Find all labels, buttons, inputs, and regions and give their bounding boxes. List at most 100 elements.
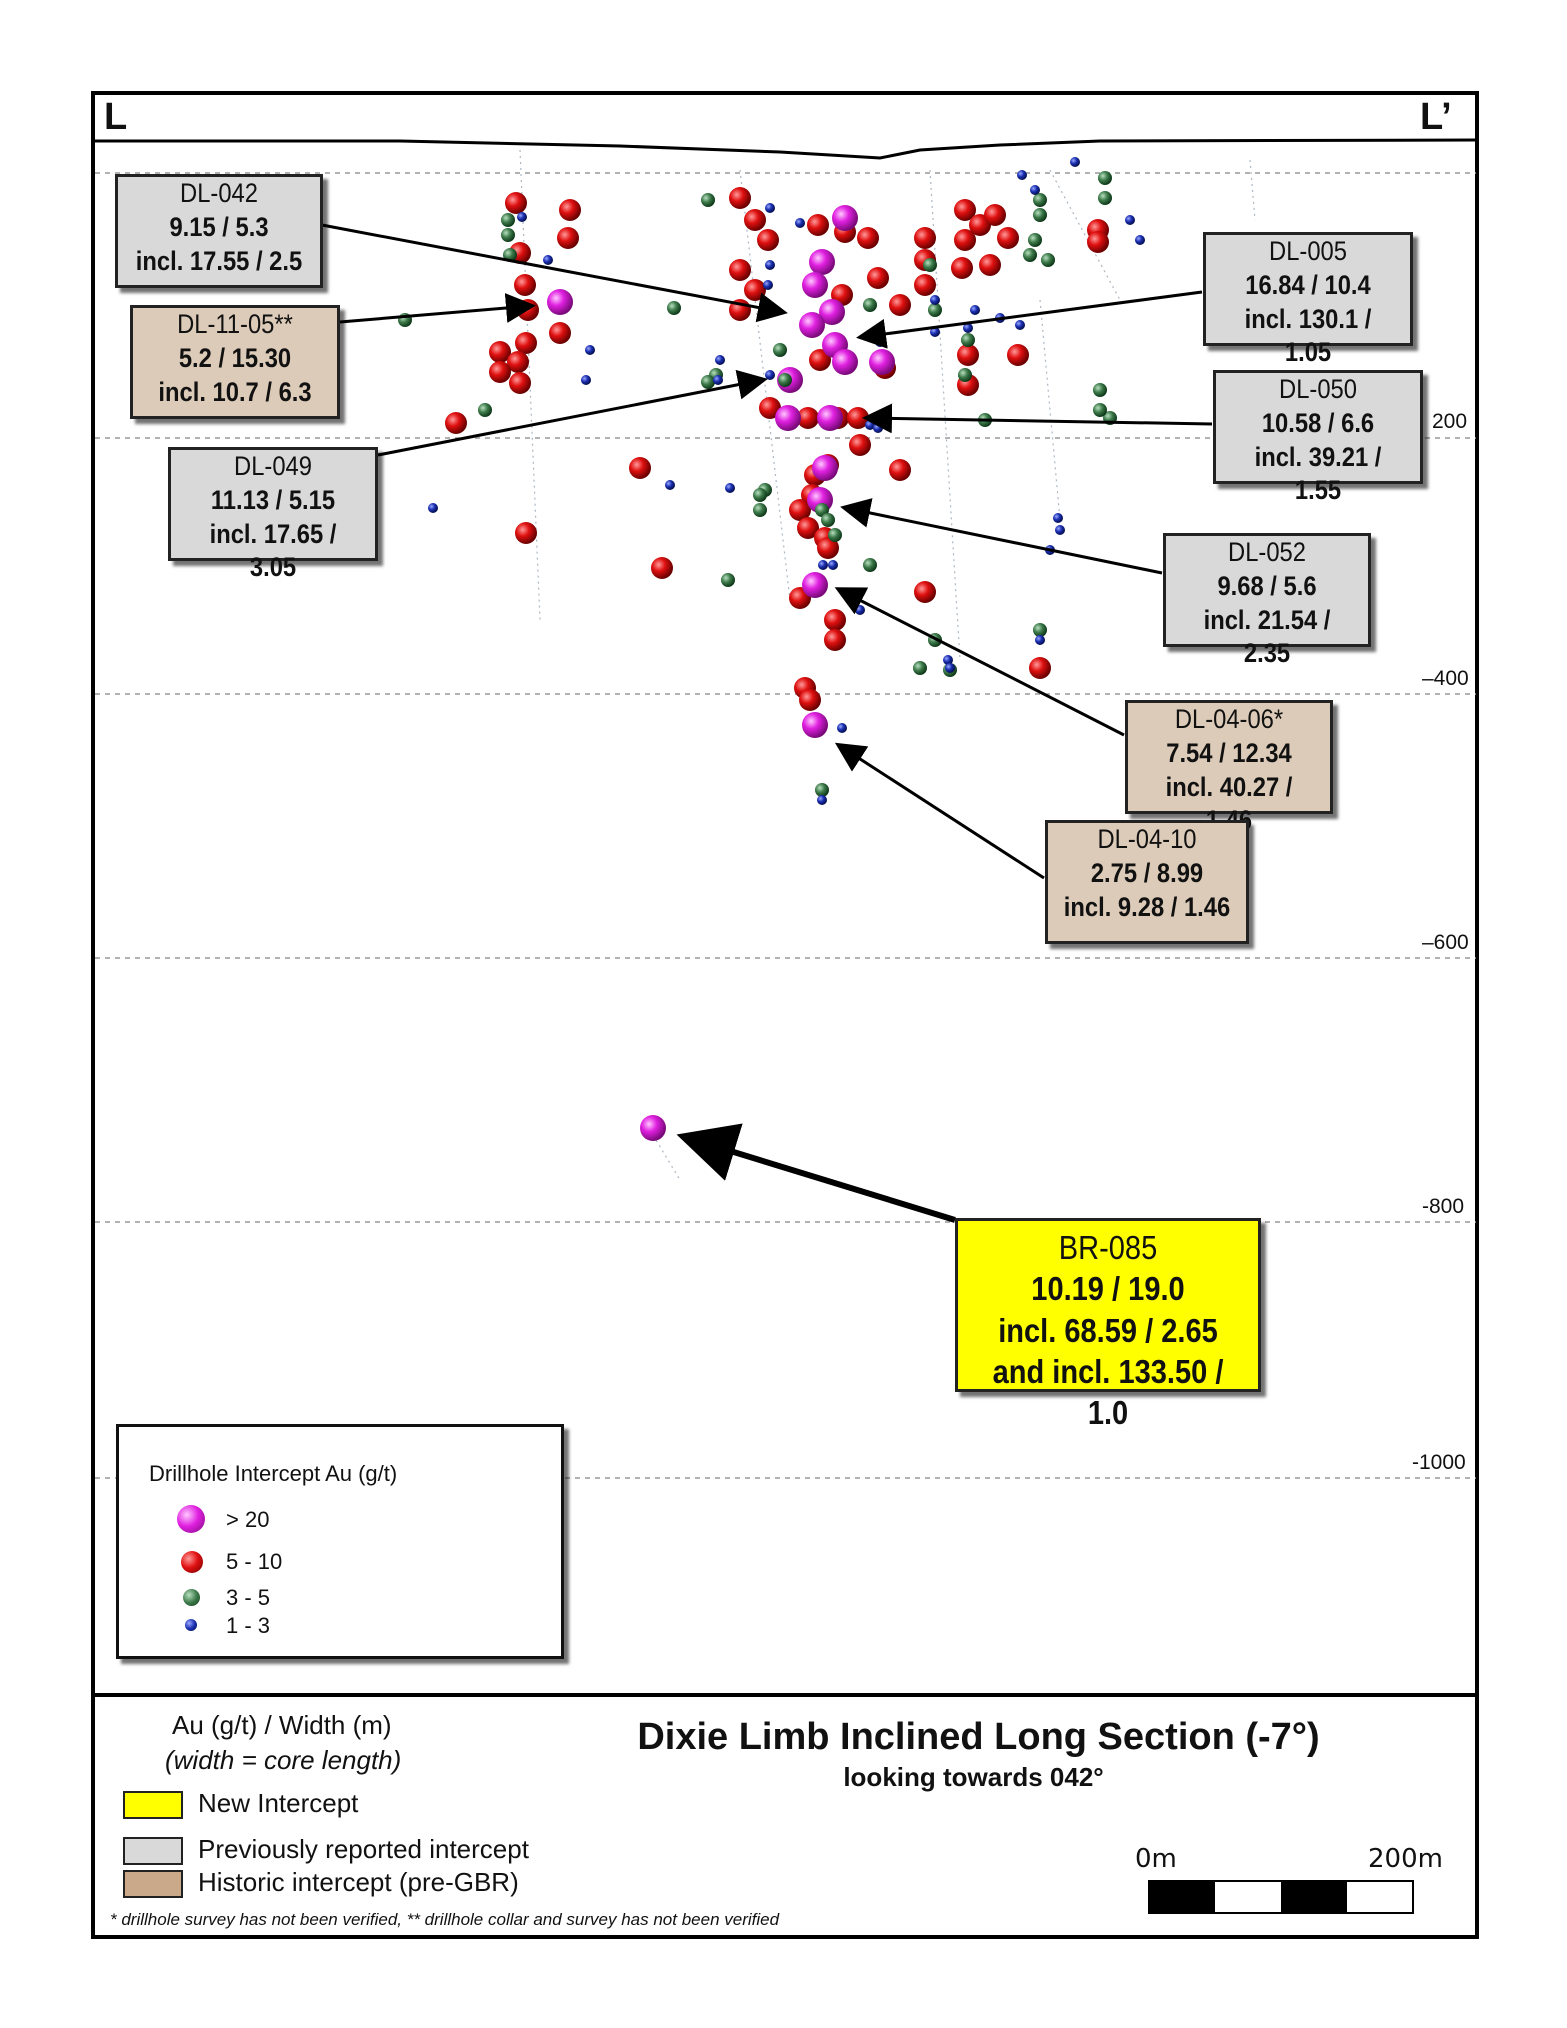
intercept-3-5 xyxy=(501,228,515,242)
intercept-3-5 xyxy=(821,513,835,527)
intercept-5-10 xyxy=(914,274,936,296)
callout-intercept: 10.58 / 6.6 xyxy=(1261,407,1375,438)
section-start-label: L xyxy=(104,96,128,138)
intercept-3-5 xyxy=(721,573,735,587)
intercept-5-10 xyxy=(445,412,467,434)
intercept-3-5 xyxy=(667,301,681,315)
drill-trace xyxy=(1249,159,1256,221)
callout-including: incl. 68.59 / 2.65 xyxy=(998,1311,1218,1349)
leader-dl-042 xyxy=(321,223,788,323)
intercept-legend: Drillhole Intercept Au (g/t) > 20 5 - 10… xyxy=(116,1424,564,1659)
intercept-gt20 xyxy=(812,455,838,481)
intercept-5-10 xyxy=(489,361,511,383)
callout-intercept: 5.2 / 15.30 xyxy=(178,342,292,373)
intercept-1-3 xyxy=(795,218,805,228)
intercept-1-3 xyxy=(517,212,527,222)
intercept-1-3 xyxy=(1053,513,1063,523)
callout-intercept: 2.75 / 8.99 xyxy=(1090,857,1204,888)
intercept-5-10 xyxy=(515,332,537,354)
intercept-1-3 xyxy=(855,605,865,615)
scale-end-label: 200m xyxy=(1368,1844,1443,1874)
legend-label-gt20: > 20 xyxy=(226,1507,270,1532)
key-label-new: New Intercept xyxy=(198,1788,359,1818)
intercept-3-5 xyxy=(863,558,877,572)
intercept-1-3 xyxy=(817,795,827,805)
leader-dl-052 xyxy=(840,498,1163,575)
intercept-gt20 xyxy=(819,299,845,325)
units-note: (width = core length) xyxy=(165,1745,402,1775)
intercept-5-10 xyxy=(651,557,673,579)
callout-hole-id: DL-005 xyxy=(1269,236,1347,266)
intercept-3-5 xyxy=(815,783,829,797)
scale-bar xyxy=(1148,1880,1414,1914)
legend-swatch-3-5 xyxy=(183,1589,200,1606)
callout-dl-049: DL-049 11.13 / 5.15 incl. 17.65 / 3.05 xyxy=(168,447,378,582)
callout-hole-id: BR-085 xyxy=(1058,1229,1158,1266)
intercept-gt20 xyxy=(869,349,895,375)
intercept-3-5 xyxy=(923,258,937,272)
intercept-5-10 xyxy=(817,537,839,559)
callout-including: incl. 10.7 / 6.3 xyxy=(158,376,312,407)
callout-hole-id: DL-052 xyxy=(1228,537,1306,567)
intercept-5-10 xyxy=(729,259,751,281)
callout-dl-042: DL-042 9.15 / 5.3 incl. 17.55 / 2.5 xyxy=(115,174,323,288)
callout-dl-04-06: DL-04-06* 7.54 / 12.34 incl. 40.27 / 1.4… xyxy=(1125,700,1333,835)
intercept-5-10 xyxy=(514,274,536,296)
section-subtitle: looking towards 042° xyxy=(843,1762,1104,1792)
key-label-historic: Historic intercept (pre-GBR) xyxy=(198,1867,519,1897)
intercept-5-10 xyxy=(517,299,539,321)
intercept-5-10 xyxy=(979,254,1001,276)
intercept-5-10 xyxy=(549,322,571,344)
drill-trace xyxy=(1049,169,1121,301)
intercept-1-3 xyxy=(763,280,773,290)
intercept-3-5 xyxy=(753,488,767,502)
callout-including: incl. 17.65 / 3.05 xyxy=(209,518,337,583)
intercept-1-3 xyxy=(970,305,980,315)
intercept-5-10 xyxy=(954,229,976,251)
survey-footnote: * drillhole survey has not been verified… xyxy=(110,1910,780,1929)
intercept-3-5 xyxy=(1023,248,1037,262)
section-end-label: L’ xyxy=(1420,96,1452,138)
intercept-3-5 xyxy=(1098,171,1112,185)
intercept-5-10 xyxy=(957,344,979,366)
intercept-5-10 xyxy=(857,227,879,249)
leader-dl-04-10 xyxy=(834,742,1045,880)
intercept-gt20 xyxy=(802,572,828,598)
intercept-5-10 xyxy=(797,407,819,429)
callout-and-including: and incl. 133.50 / 1.0 xyxy=(992,1352,1224,1431)
intercept-1-3 xyxy=(873,423,883,433)
callout-dl-11-05: DL-11-05** 5.2 / 15.30 incl. 10.7 / 6.3 xyxy=(130,305,340,419)
intercept-3-5 xyxy=(753,503,767,517)
callout-intercept: 9.68 / 5.6 xyxy=(1217,570,1317,601)
key-label-previous: Previously reported intercept xyxy=(198,1834,529,1864)
intercept-1-3 xyxy=(581,375,591,385)
callout-including: incl. 17.55 / 2.5 xyxy=(135,245,303,276)
callout-dl-04-10: DL-04-10 2.75 / 8.99 incl. 9.28 / 1.46 xyxy=(1045,820,1249,944)
callout-hole-id: DL-11-05** xyxy=(177,309,293,339)
intercept-1-3 xyxy=(963,323,973,333)
intercept-gt20 xyxy=(640,1115,666,1141)
callout-intercept: 9.15 / 5.3 xyxy=(169,211,269,242)
intercept-3-5 xyxy=(1033,623,1047,637)
intercept-1-3 xyxy=(1070,157,1080,167)
intercept-3-5 xyxy=(1093,383,1107,397)
legend-swatch-1-3 xyxy=(185,1619,197,1631)
intercept-5-10 xyxy=(557,227,579,249)
leader-dl-050 xyxy=(862,403,1213,434)
intercept-1-3 xyxy=(818,560,828,570)
intercept-5-10 xyxy=(509,372,531,394)
legend-label-1-3: 1 - 3 xyxy=(226,1613,271,1638)
intercept-1-3 xyxy=(765,203,775,213)
intercept-1-3 xyxy=(945,663,955,673)
intercept-markers xyxy=(398,157,1145,1141)
intercept-3-5 xyxy=(1033,208,1047,222)
drill-trace xyxy=(929,169,961,661)
intercept-gt20 xyxy=(547,289,573,315)
intercept-5-10 xyxy=(914,227,936,249)
intercept-1-3 xyxy=(875,337,885,347)
intercept-3-5 xyxy=(958,368,972,382)
intercept-gt20 xyxy=(832,349,858,375)
leader-dl-11-05 xyxy=(339,293,536,324)
intercept-5-10 xyxy=(809,349,831,371)
